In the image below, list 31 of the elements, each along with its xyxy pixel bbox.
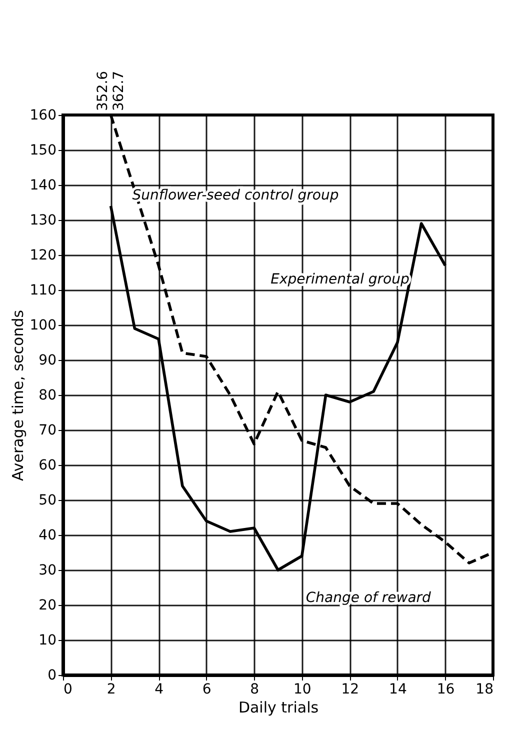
- y-tick-label: 130: [30, 212, 56, 228]
- y-tick-label: 50: [38, 492, 56, 508]
- y-tick-label: 80: [38, 388, 56, 404]
- y-tick-label: 60: [38, 458, 56, 474]
- x-tick-label: 4: [154, 682, 164, 698]
- x-tick-label: 16: [436, 682, 455, 698]
- x-tick-label: 6: [202, 682, 212, 698]
- x-tick-label: 10: [293, 682, 312, 698]
- x-tick-label: 0: [64, 682, 72, 698]
- x-axis-title: Daily trials: [238, 698, 319, 716]
- text: 362.7: [110, 70, 127, 111]
- y-tick-label: 150: [30, 142, 56, 158]
- y-tick-label: 160: [30, 108, 56, 124]
- y-tick-label: 10: [38, 632, 56, 648]
- y-tick-label: 110: [30, 282, 56, 298]
- y-tick-label: 40: [38, 528, 56, 544]
- y-tick-label: 30: [38, 562, 56, 578]
- x-tick-label: 14: [389, 682, 407, 698]
- y-tick-label: 120: [30, 248, 56, 264]
- y-tick-label: 70: [38, 422, 56, 438]
- x-tick-label: 2: [106, 682, 116, 698]
- x-tick-label: 8: [250, 682, 260, 698]
- y-axis-title: Average time, seconds: [8, 310, 27, 482]
- y-tick-label: 140: [30, 178, 56, 194]
- x-tick-label: 18: [476, 682, 494, 698]
- x-tick-label: 12: [341, 682, 360, 698]
- text: 352.6: [94, 70, 111, 111]
- y-tick-label: 20: [38, 598, 56, 614]
- y-tick-label: 90: [38, 352, 56, 368]
- y-tick-label: 100: [30, 318, 56, 334]
- y-tick-label: 0: [48, 668, 56, 684]
